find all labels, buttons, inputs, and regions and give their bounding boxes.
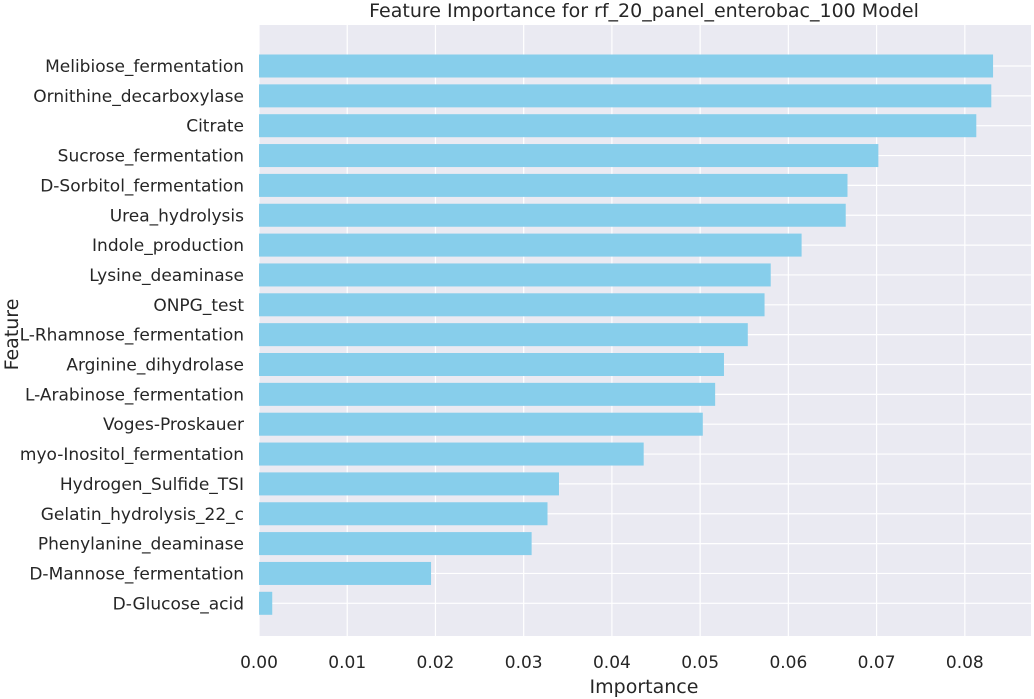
y-tick-label: Ornithine_decarboxylase: [33, 87, 244, 107]
bar: [259, 561, 432, 585]
y-tick-label: myo-Inositol_fermentation: [20, 445, 244, 465]
y-tick-label: L-Arabinose_fermentation: [25, 385, 244, 405]
bar: [259, 472, 559, 496]
y-tick-label: Melibiose_fermentation: [45, 57, 244, 77]
y-tick-label: Phenylanine_deaminase: [38, 535, 244, 555]
x-tick-label: 0.02: [417, 653, 455, 673]
y-tick-label: D-Glucose_acid: [113, 594, 244, 614]
bar: [259, 293, 765, 317]
y-tick-label: L-Rhamnose_fermentation: [20, 326, 244, 346]
bars: [259, 54, 994, 615]
y-tick-label: ONPG_test: [153, 296, 244, 316]
bar: [259, 353, 724, 376]
y-tick-label: D-Sorbitol_fermentation: [40, 176, 244, 196]
bar: [259, 173, 848, 197]
x-tick-label: 0.08: [946, 653, 984, 673]
bar: [259, 502, 548, 526]
chart-title: Feature Importance for rf_20_panel_enter…: [369, 0, 919, 22]
bar: [259, 442, 644, 466]
y-tick-label: Indole_production: [92, 236, 244, 256]
bar: [259, 591, 273, 615]
x-tick-label: 0.04: [593, 653, 631, 673]
bar: [259, 114, 977, 138]
x-tick-label: 0.03: [505, 653, 543, 673]
x-axis-label: Importance: [590, 676, 699, 698]
y-tick-labels: Melibiose_fermentation Ornithine_decarbox…: [20, 57, 245, 614]
x-tick-label: 0.07: [858, 653, 896, 673]
x-tick-label: 0.05: [681, 653, 719, 673]
y-tick-label: Gelatin_hydrolysis_22_c: [41, 505, 244, 525]
bar: [259, 532, 532, 556]
y-tick-label: Lysine_deaminase: [89, 266, 244, 286]
bar: [259, 84, 992, 108]
y-tick-label: Hydrogen_Sulfide_TSI: [60, 475, 244, 495]
bar: [259, 54, 994, 78]
x-tick-label: 0.00: [240, 653, 278, 673]
y-tick-label: Urea_hydrolysis: [110, 206, 244, 226]
bar: [259, 263, 771, 287]
y-tick-label: Voges-Proskauer: [103, 415, 244, 435]
y-tick-label: Sucrose_fermentation: [58, 147, 244, 167]
bar: [259, 323, 748, 347]
bar: [259, 382, 716, 406]
x-tick-labels: 0.00 0.01 0.02 0.03 0.04 0.05 0.06 0.07 0.08: [240, 653, 984, 673]
bar: [259, 203, 846, 227]
bar: [259, 233, 802, 257]
x-tick-label: 0.06: [769, 653, 807, 673]
y-tick-label: Citrate: [186, 117, 244, 137]
bar: [259, 144, 879, 168]
y-axis-label: Feature: [1, 299, 23, 371]
y-tick-label: D-Mannose_fermentation: [29, 564, 244, 584]
y-tick-label: Arginine_dihydrolase: [66, 356, 244, 376]
bar: [259, 412, 703, 436]
x-tick-label: 0.01: [328, 653, 366, 673]
